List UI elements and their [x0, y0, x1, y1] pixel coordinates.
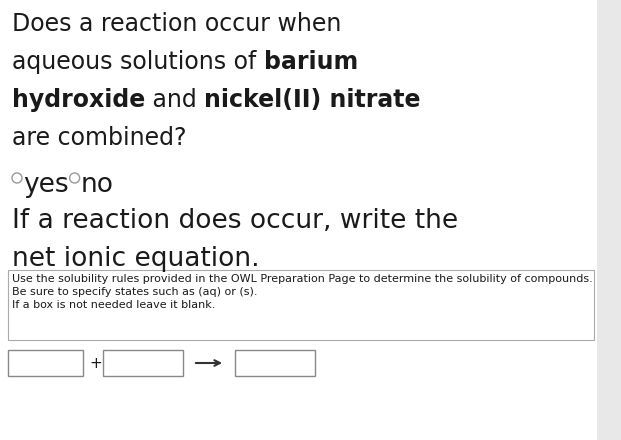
Text: net ionic equation.: net ionic equation. [12, 246, 260, 272]
Text: If a reaction does occur, write the: If a reaction does occur, write the [12, 208, 458, 234]
Text: Does a reaction occur when: Does a reaction occur when [12, 12, 342, 36]
Text: aqueous solutions of: aqueous solutions of [12, 50, 264, 74]
Bar [235, 350, 315, 376]
Bar [8, 270, 594, 340]
Text: yes: yes [23, 172, 69, 198]
Text: If a box is not needed leave it blank.: If a box is not needed leave it blank. [12, 300, 215, 310]
Text: nickel(II) nitrate: nickel(II) nitrate [204, 88, 421, 112]
Text: barium: barium [264, 50, 358, 74]
Text: Be sure to specify states such as (aq) or (s).: Be sure to specify states such as (aq) o… [12, 287, 258, 297]
Bar [8, 350, 83, 376]
Bar [103, 350, 183, 376]
Text: no: no [81, 172, 114, 198]
Text: hydroxide: hydroxide [12, 88, 145, 112]
Text: are combined?: are combined? [12, 126, 186, 150]
Text: Use the solubility rules provided in the OWL Preparation Page to determine the s: Use the solubility rules provided in the… [12, 274, 593, 284]
Text: +: + [89, 356, 102, 370]
Bar [597, 0, 621, 440]
Text: and: and [145, 88, 204, 112]
